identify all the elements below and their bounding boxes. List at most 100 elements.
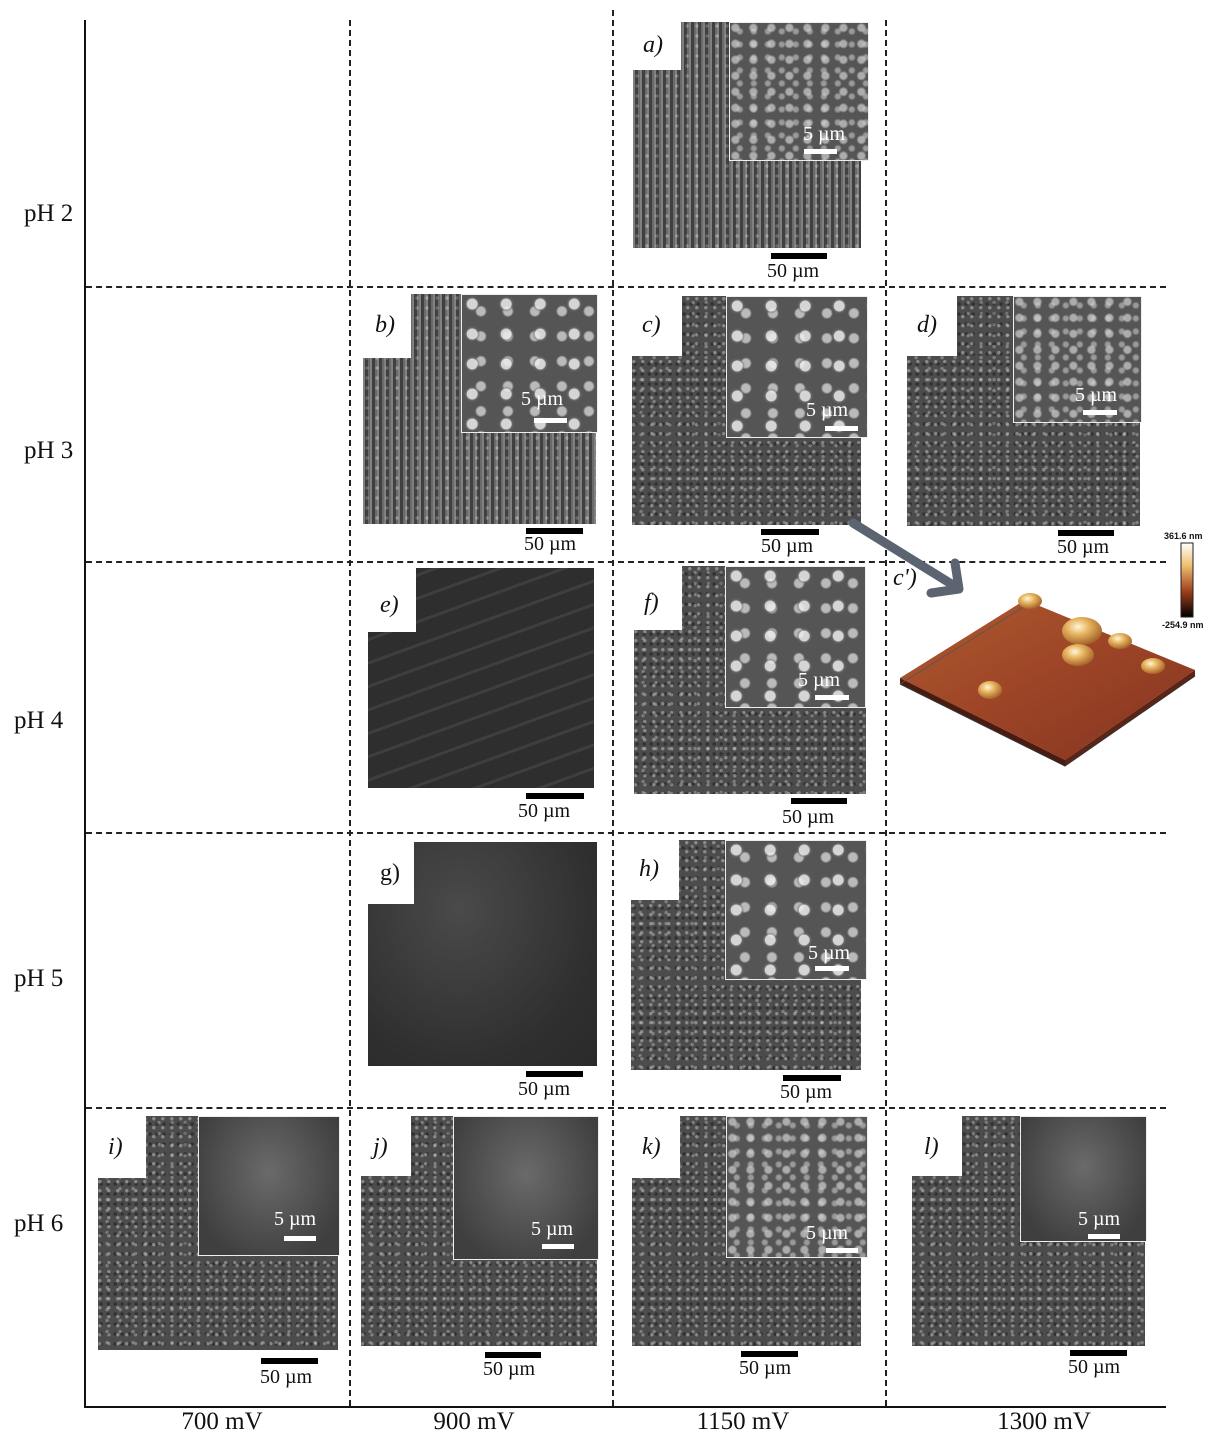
- inset-scale-label: 5 µm: [531, 1218, 574, 1240]
- panel-label: f): [644, 590, 659, 616]
- sem-inset: [198, 1116, 340, 1256]
- scale-label: 50 µm: [260, 1366, 313, 1388]
- scale-label: 50 µm: [767, 260, 820, 282]
- col-label-1150mv: 1150 mV: [696, 1408, 790, 1435]
- row-label-ph2: pH 2: [24, 200, 74, 227]
- panel-j: j) 5 µm 50 µm: [361, 1116, 601, 1386]
- scale-bar: [526, 793, 584, 799]
- row-label-ph5: pH 5: [14, 965, 64, 992]
- panel-label: k): [642, 1134, 661, 1160]
- x-axis-line: [84, 1406, 1166, 1408]
- panel-label: a): [643, 32, 663, 58]
- panel-a: a) 5 µm 50 µm: [633, 22, 869, 282]
- col-label-700mv: 700 mV: [181, 1408, 263, 1435]
- sem-inset: [726, 1116, 868, 1258]
- panel-label: c): [642, 312, 661, 338]
- inset-scale-bar: [825, 426, 858, 431]
- scale-label: 50 µm: [1068, 1356, 1121, 1378]
- afm-colorbar: [1180, 542, 1194, 618]
- inset-scale-bar: [1088, 1234, 1120, 1239]
- panel-label: l): [924, 1134, 939, 1160]
- panel-label: e): [380, 592, 399, 618]
- inset-scale-label: 5 µm: [808, 942, 851, 964]
- inset-scale-label: 5 µm: [521, 388, 564, 410]
- grid-hline-1: [86, 286, 1166, 288]
- scale-label: 50 µm: [761, 535, 814, 557]
- grid-hline-4: [86, 1107, 1166, 1109]
- inset-scale-bar: [804, 149, 837, 154]
- scale-label: 50 µm: [524, 533, 577, 555]
- panel-l: l) 5 µm 50 µm: [912, 1116, 1148, 1386]
- grid-vline-3: [885, 20, 887, 1406]
- panel-label: b): [375, 312, 395, 338]
- panel-c: c) 5 µm 50 µm: [632, 296, 868, 558]
- grid-hline-2: [86, 561, 1166, 563]
- scale-bar: [791, 798, 847, 804]
- row-label-ph3: pH 3: [24, 437, 74, 464]
- sem-inset: [725, 566, 866, 708]
- sem-image: [368, 568, 594, 788]
- scale-bar: [526, 1071, 583, 1077]
- scale-label: 50 µm: [782, 806, 835, 828]
- scale-bar: [761, 529, 819, 535]
- sem-inset: [725, 840, 867, 980]
- panel-e: e) 50 µm: [368, 568, 604, 830]
- grid-vline-1: [349, 20, 351, 1406]
- afm-panel-label: c'): [893, 565, 917, 591]
- scale-label: 50 µm: [518, 1078, 571, 1100]
- inset-scale-bar: [815, 695, 849, 700]
- panel-h: h) 5 µm 50 µm: [631, 840, 869, 1104]
- sem-inset: [461, 294, 598, 433]
- scale-bar: [783, 1075, 841, 1081]
- y-axis-line: [84, 20, 86, 1408]
- scale-label: 50 µm: [739, 1357, 792, 1379]
- inset-scale-label: 5 µm: [1078, 1208, 1121, 1230]
- inset-scale-bar: [1083, 410, 1117, 415]
- scale-label: 50 µm: [518, 800, 571, 822]
- scale-label: 50 µm: [780, 1081, 833, 1103]
- inset-scale-label: 5 µm: [806, 399, 849, 421]
- inset-scale-label: 5 µm: [798, 669, 841, 691]
- sem-inset: [1013, 296, 1142, 423]
- scale-bar: [526, 528, 583, 534]
- panel-label: j): [373, 1134, 388, 1160]
- scale-bar: [741, 1351, 798, 1357]
- sem-inset: [729, 22, 869, 161]
- scale-bar: [1070, 1350, 1127, 1356]
- sem-inset: [1020, 1116, 1147, 1242]
- grid-vline-2: [612, 10, 614, 1406]
- inset-scale-label: 5 µm: [1075, 384, 1118, 406]
- panel-b: b) 5 µm 50 µm: [363, 294, 599, 556]
- row-label-ph4: pH 4: [14, 707, 64, 734]
- sem-inset: [726, 296, 868, 438]
- panel-d: d) 5 µm 50 µm: [907, 296, 1143, 560]
- afm-3d-image: [899, 593, 1196, 767]
- grid-hline-3: [86, 832, 1166, 834]
- inset-scale-label: 5 µm: [806, 1222, 849, 1244]
- scale-bar: [261, 1358, 318, 1364]
- inset-scale-label: 5 µm: [274, 1208, 317, 1230]
- panel-f: f) 5 µm 50 µm: [634, 566, 870, 832]
- col-label-900mv: 900 mV: [433, 1408, 515, 1435]
- panel-i: i) 5 µm 50 µm: [98, 1116, 342, 1392]
- panel-k: k) 5 µm 50 µm: [632, 1116, 868, 1386]
- row-label-ph6: pH 6: [14, 1210, 64, 1237]
- panel-label: g): [380, 860, 400, 886]
- afm-arrow: [848, 518, 964, 598]
- panel-label: i): [108, 1134, 123, 1160]
- scale-label: 50 µm: [483, 1358, 536, 1380]
- col-label-1300mv: 1300 mV: [997, 1408, 1091, 1435]
- inset-scale-bar: [284, 1236, 316, 1241]
- panel-g: g) 50 µm: [368, 842, 604, 1104]
- inset-scale-bar: [826, 1248, 858, 1253]
- inset-scale-bar: [534, 418, 567, 423]
- scale-bar: [1058, 530, 1114, 536]
- afm-colorbar-min: -254.9 nm: [1162, 620, 1204, 630]
- sem-inset: [453, 1116, 599, 1260]
- inset-scale-bar: [542, 1244, 574, 1249]
- inset-scale-label: 5 µm: [803, 123, 846, 145]
- panel-label: d): [917, 312, 937, 338]
- panel-label: h): [639, 856, 659, 882]
- afm-colorbar-max: 361.6 nm: [1164, 531, 1203, 541]
- inset-scale-bar: [815, 966, 849, 971]
